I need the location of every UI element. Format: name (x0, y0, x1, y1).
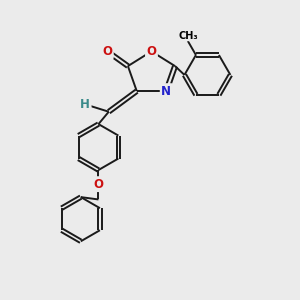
Text: N: N (161, 85, 171, 98)
Text: H: H (80, 98, 90, 111)
Text: O: O (94, 178, 103, 191)
Text: CH₃: CH₃ (178, 31, 198, 41)
Text: O: O (146, 45, 157, 58)
Text: O: O (102, 45, 112, 58)
